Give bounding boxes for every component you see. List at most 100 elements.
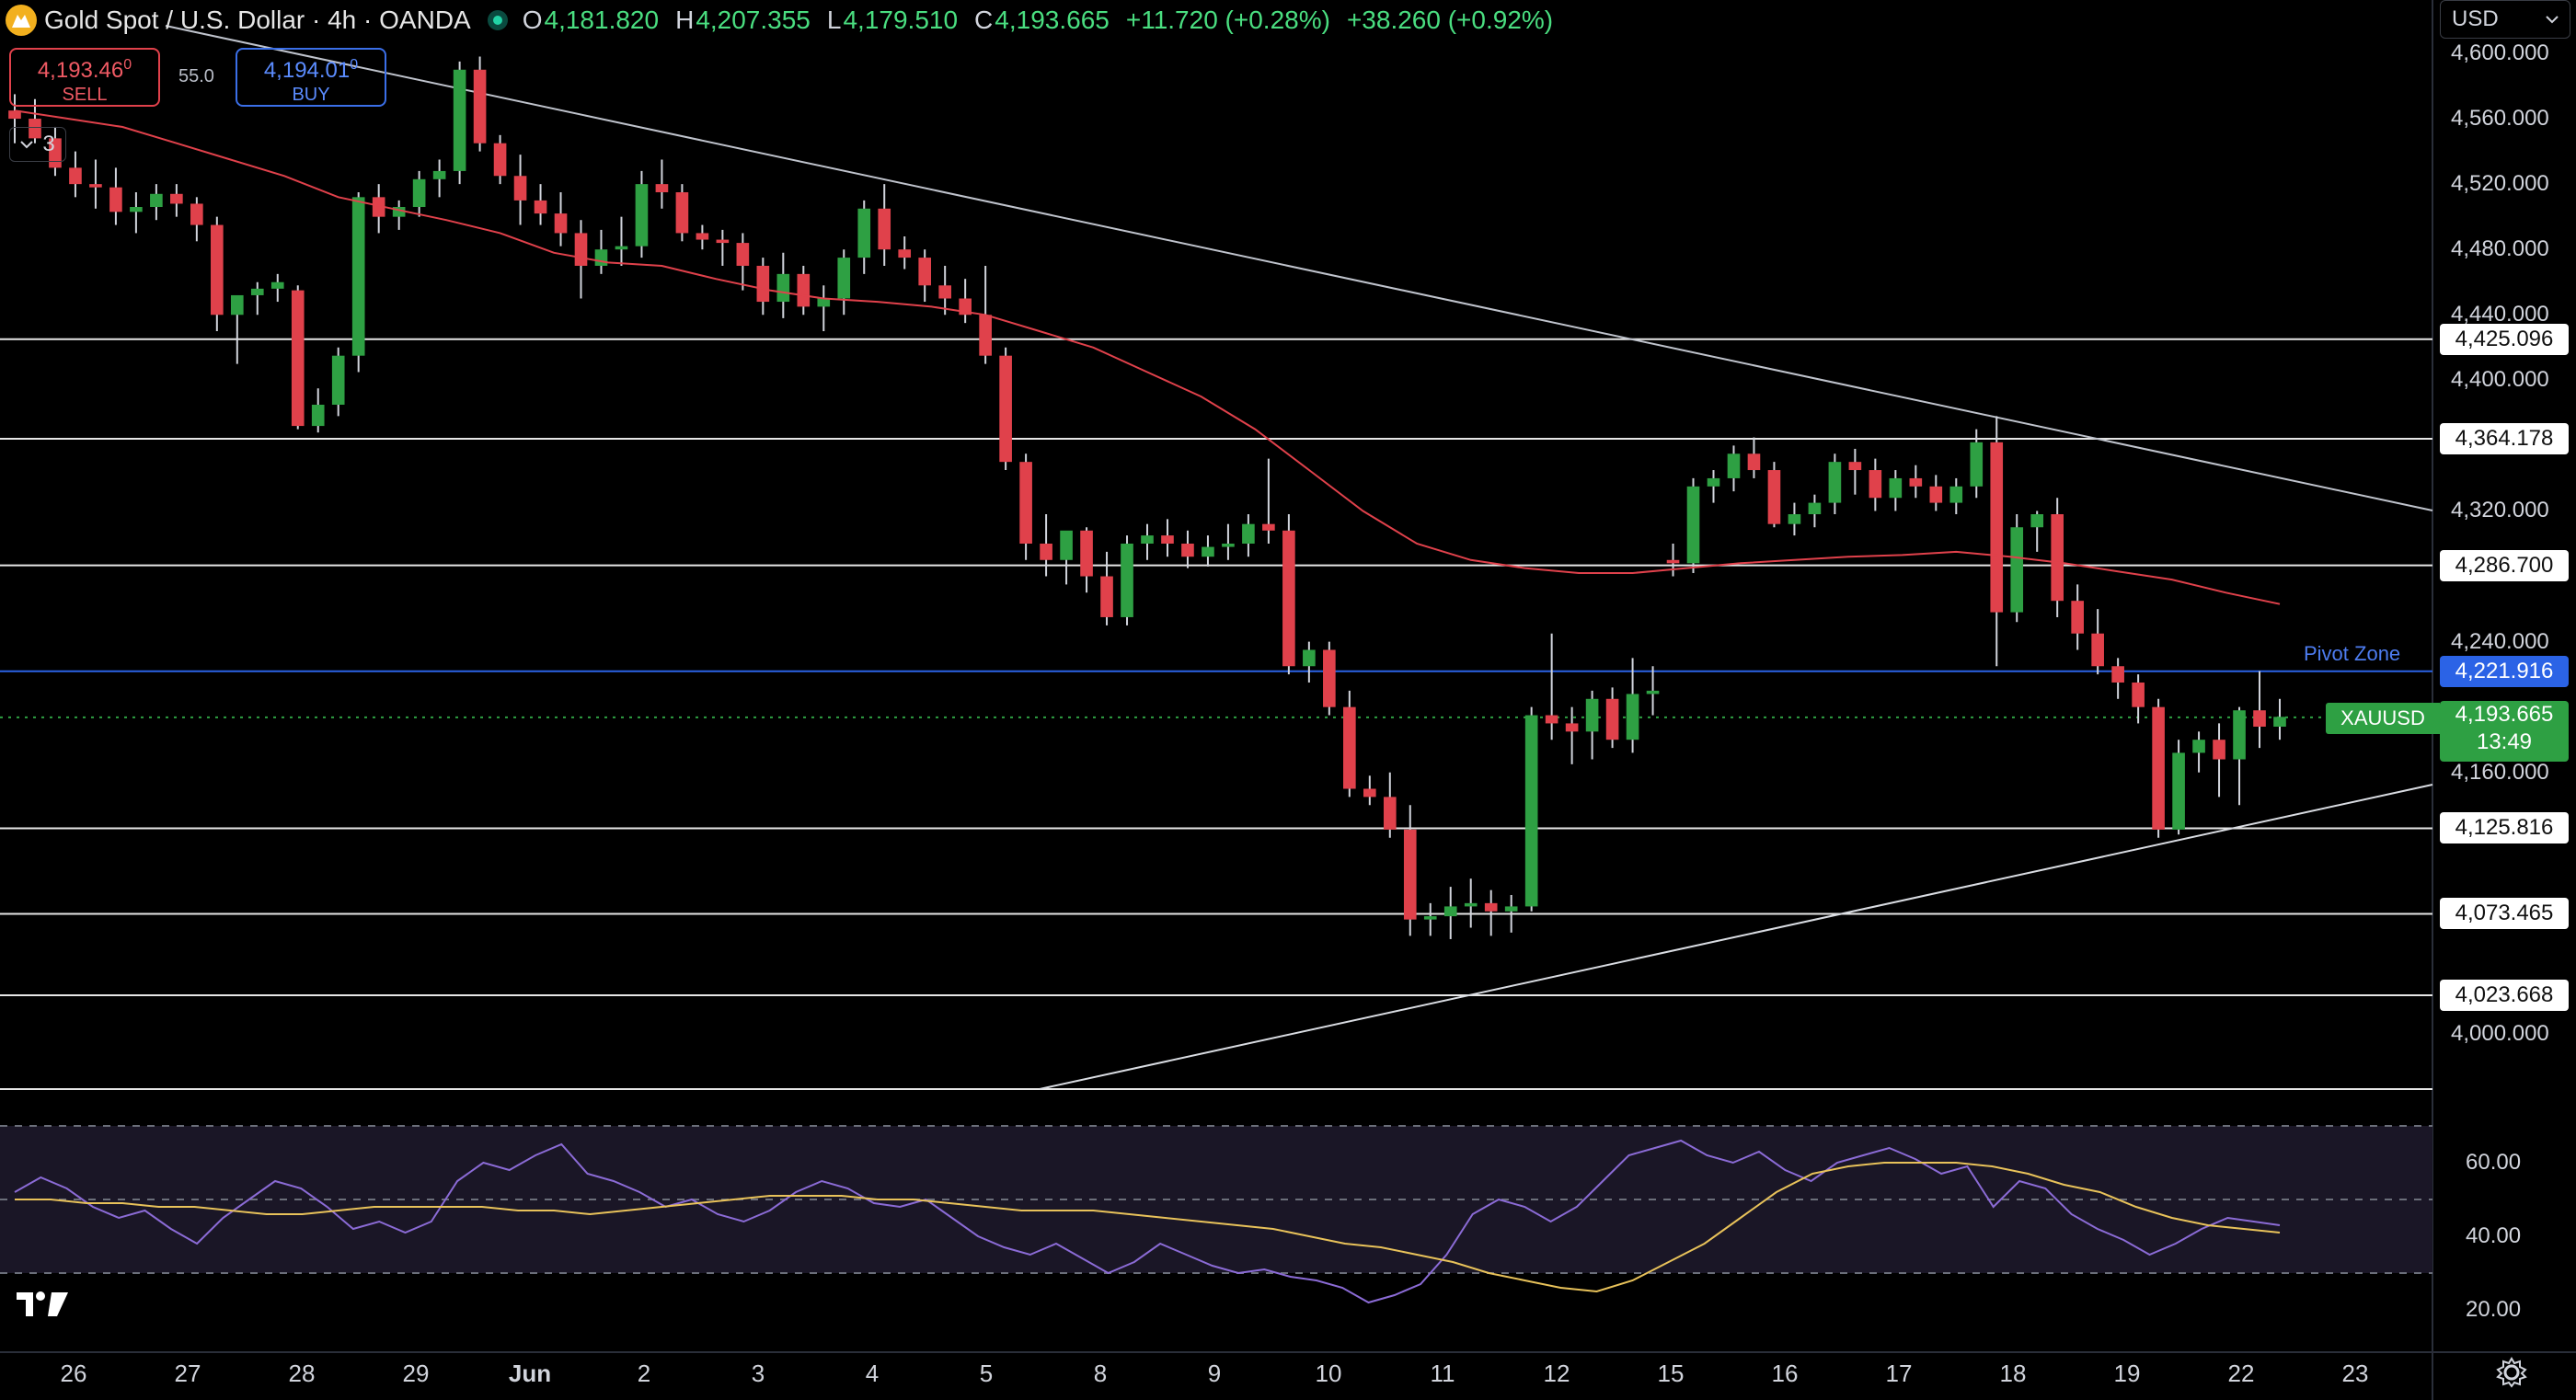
candle-body [412,178,426,208]
candle-body [756,265,770,303]
candle-body [331,355,345,405]
price-tick-label: 4,440.000 [2451,302,2549,327]
candle-body [635,184,649,247]
candle-body [1484,902,1498,912]
candle-body [615,246,628,250]
candle-body [1040,544,1052,560]
candle-body [878,208,891,250]
moving-average-line [14,109,2281,605]
candle-body [817,298,831,307]
candle-body [1343,706,1356,789]
candle-body [453,69,466,171]
date-tick-label: 5 [979,1360,994,1387]
candle-body [1524,715,1538,907]
sell-button[interactable]: 4,193.460 SELL [9,48,160,107]
candle-body [2172,752,2185,830]
rsi-tick-label: 40.00 [2466,1223,2522,1248]
rsi-tick-label: 20.00 [2466,1297,2522,1322]
price-tick-label: 4,560.000 [2451,106,2549,132]
candle-body [1869,470,1882,499]
candle-body [979,315,992,356]
date-tick-label: 28 [288,1360,316,1387]
candle-body [1242,523,1255,544]
date-tick-label: 22 [2227,1360,2255,1387]
candle-body [1889,477,1903,499]
candle-body [2132,683,2145,707]
pivot-price-tag: 4,221.916 [2440,655,2569,687]
price-tick-label: 4,600.000 [2451,40,2549,65]
buy-button[interactable]: 4,194.010 BUY [236,48,386,107]
candle-body [1262,523,1275,531]
level-price-tag: 4,286.700 [2440,549,2569,581]
candle-body [473,69,487,143]
close-value: 4,193.665 [995,6,1110,34]
candle-body [1100,576,1113,617]
candle-body [89,184,102,188]
candle-body [2192,740,2205,753]
candle-body [1363,788,1376,798]
date-tick-label: 16 [1771,1360,1799,1387]
ascending-trendline [1039,784,2433,1090]
candle-body [1828,462,1842,503]
candle-body [211,224,224,316]
candle-body [1747,453,1761,471]
candle-body [1181,544,1194,557]
candle-body [736,243,750,266]
date-tick-label: 27 [174,1360,201,1387]
candle-body [270,281,284,289]
candle-body [1504,906,1518,912]
symbol-title[interactable]: Gold Spot / U.S. Dollar · 4h · OANDA [44,6,471,34]
candle-body [574,233,588,266]
date-tick-label: Jun [508,1360,552,1387]
currency-select[interactable]: USD [2440,0,2570,39]
price-tick-label: 4,520.000 [2451,171,2549,197]
candle-body [432,170,446,179]
candle-body [291,290,305,427]
candle-body [1727,453,1741,478]
candle-body [1080,530,1093,577]
candle-body [1423,916,1437,920]
candle-body [130,207,143,212]
level-price-tag: 4,364.178 [2440,422,2569,454]
sell-label: SELL [62,85,108,105]
candle-body [1605,698,1619,740]
date-tick-label: 15 [1657,1360,1685,1387]
rsi-line [14,1139,2281,1304]
date-tick-label: 11 [1430,1360,1455,1387]
price-tick-label: 4,400.000 [2451,367,2549,393]
candle-body [1970,442,1984,487]
candle-body [392,207,406,217]
candle-body [1626,694,1639,740]
date-tick-label: 8 [1093,1360,1108,1387]
level-price-tag: 4,125.816 [2440,812,2569,844]
candle-body [2213,740,2225,760]
candle-body [554,213,568,234]
candle-body [1323,649,1336,707]
candle-body [2010,527,2024,613]
date-tick-label: 26 [60,1360,87,1387]
change-value-2: +38.260 (+0.92%) [1346,6,1554,34]
date-tick-label: 2 [637,1360,651,1387]
current-price-tag: 4,193.665 13:49 [2440,701,2569,762]
open-key: O [522,6,543,34]
candle-body [918,258,932,286]
date-tick-label: 29 [402,1360,430,1387]
date-tick-label: 4 [865,1360,880,1387]
candle-body [109,187,122,212]
symbol-header: Gold Spot / U.S. Dollar · 4h · OANDA O 4,… [0,0,1570,40]
candle-body [2091,633,2104,667]
tradingview-logo-icon[interactable] [15,1288,70,1329]
rsi-tick-label: 60.00 [2466,1150,2522,1175]
candle-body [69,167,82,185]
price-tick-label: 4,160.000 [2451,759,2549,785]
descending-trendline [165,25,2433,511]
collapse-indicators-button[interactable]: 3 [9,127,66,162]
candle-body [513,176,527,201]
gear-icon[interactable] [2495,1356,2528,1389]
date-tick-label: 9 [1207,1360,1222,1387]
candle-body [1222,544,1235,547]
candle-body [716,239,730,244]
candle-body [1161,535,1174,544]
